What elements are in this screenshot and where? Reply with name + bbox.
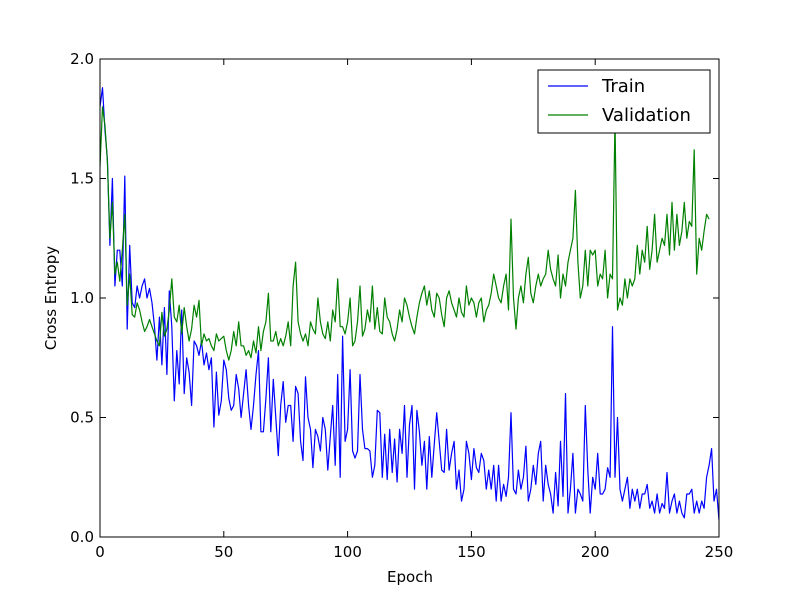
x-tick-label: 150 <box>457 543 486 561</box>
legend-label-validation: Validation <box>602 105 691 126</box>
x-tick-label: 50 <box>214 543 233 561</box>
plot-area: 0 50 100 150 200 250 0.0 0.5 1.0 1.5 2.0 <box>70 50 733 561</box>
x-tick-label: 0 <box>95 543 105 561</box>
x-tick-label: 100 <box>333 543 362 561</box>
y-tick-label: 0.5 <box>70 409 94 427</box>
series-layer <box>100 87 719 521</box>
y-tick-label: 0.0 <box>70 528 94 546</box>
series-line-train <box>100 87 719 521</box>
legend: Train Validation <box>537 69 711 134</box>
legend-box <box>537 69 711 134</box>
legend-label-train: Train <box>601 76 645 97</box>
x-axis-label: Epoch <box>387 568 433 586</box>
x-tick-label: 250 <box>705 543 734 561</box>
y-tick-label: 1.5 <box>70 170 94 188</box>
y-axis-ticks: 0.0 0.5 1.0 1.5 2.0 <box>70 50 719 546</box>
x-axis-ticks: 0 50 100 150 200 250 <box>95 59 733 561</box>
y-tick-label: 2.0 <box>70 50 94 68</box>
x-tick-label: 200 <box>581 543 610 561</box>
series-line-validation <box>100 106 710 361</box>
y-axis-label: Cross Entropy <box>42 246 60 350</box>
y-tick-label: 1.0 <box>70 289 94 307</box>
